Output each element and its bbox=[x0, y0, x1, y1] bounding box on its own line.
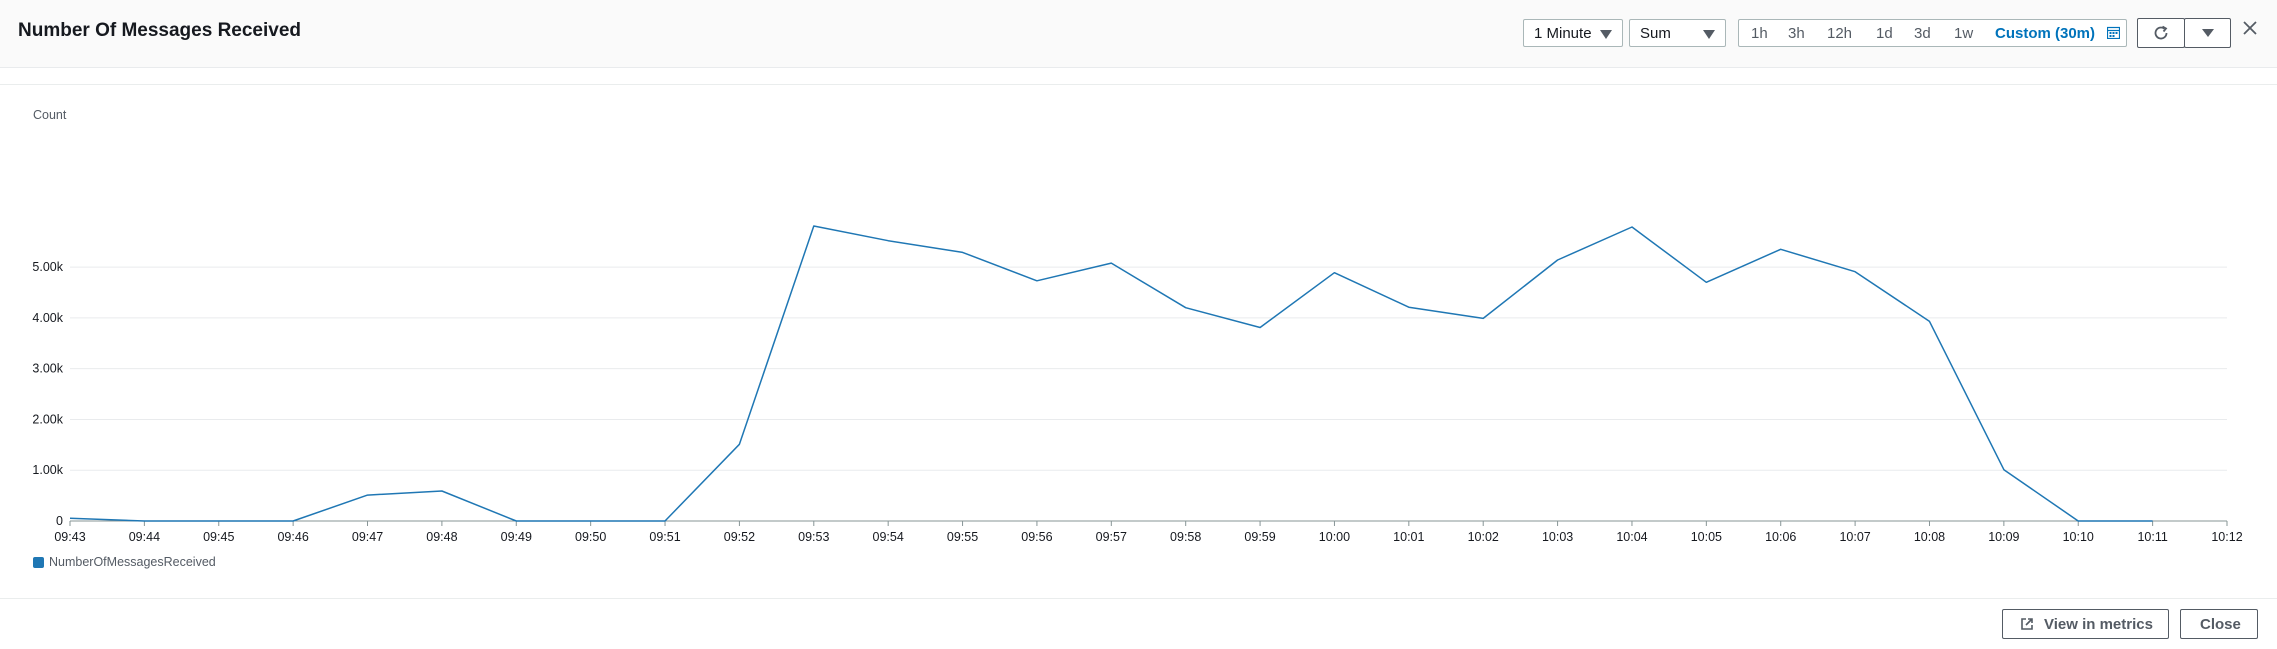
y-axis-label: Count bbox=[33, 108, 67, 122]
data-point[interactable] bbox=[2147, 515, 2159, 527]
data-point[interactable] bbox=[733, 438, 745, 450]
x-tick-label: 09:48 bbox=[426, 530, 457, 544]
x-tick-label: 09:49 bbox=[501, 530, 532, 544]
x-tick-label: 09:44 bbox=[129, 530, 160, 544]
view-in-metrics-label: View in metrics bbox=[2044, 616, 2153, 633]
data-point[interactable] bbox=[957, 246, 969, 258]
x-tick-label: 10:07 bbox=[1839, 530, 1870, 544]
x-tick-label: 10:10 bbox=[2063, 530, 2094, 544]
x-tick-label: 10:03 bbox=[1542, 530, 1573, 544]
x-tick-label: 10:05 bbox=[1691, 530, 1722, 544]
x-tick-label: 09:47 bbox=[352, 530, 383, 544]
x-tick-label: 10:09 bbox=[1988, 530, 2019, 544]
data-point[interactable] bbox=[1254, 322, 1266, 334]
legend-label[interactable]: NumberOfMessagesReceived bbox=[49, 555, 216, 569]
x-tick-label: 10:12 bbox=[2211, 530, 2242, 544]
x-tick-label: 09:57 bbox=[1096, 530, 1127, 544]
data-point[interactable] bbox=[213, 515, 225, 527]
data-point[interactable] bbox=[138, 515, 150, 527]
y-tick-label: 2.00k bbox=[32, 412, 63, 426]
data-point[interactable] bbox=[808, 220, 820, 232]
data-point[interactable] bbox=[1180, 302, 1192, 314]
x-tick-label: 09:45 bbox=[203, 530, 234, 544]
data-point[interactable] bbox=[659, 515, 671, 527]
series-line[interactable] bbox=[69, 225, 2153, 522]
refresh-options-button[interactable] bbox=[2184, 18, 2231, 48]
x-tick-label: 10:08 bbox=[1914, 530, 1945, 544]
x-tick-label: 09:59 bbox=[1244, 530, 1275, 544]
x-tick-label: 09:50 bbox=[575, 530, 606, 544]
data-point[interactable] bbox=[1477, 312, 1489, 324]
legend-swatch bbox=[33, 557, 44, 568]
x-tick-label: 09:43 bbox=[54, 530, 85, 544]
data-point[interactable] bbox=[1105, 257, 1117, 269]
refresh-button[interactable] bbox=[2137, 18, 2185, 48]
x-tick-label: 10:00 bbox=[1319, 530, 1350, 544]
refresh-icon bbox=[2154, 25, 2168, 40]
data-point[interactable] bbox=[1626, 221, 1638, 233]
data-point[interactable] bbox=[1031, 275, 1043, 287]
range-1d[interactable]: 1d bbox=[1876, 25, 1893, 42]
period-select-value: 1 Minute bbox=[1534, 25, 1592, 42]
x-tick-label: 10:04 bbox=[1616, 530, 1647, 544]
close-icon[interactable] bbox=[2240, 18, 2260, 38]
data-point[interactable] bbox=[585, 515, 597, 527]
y-tick-label: 3.00k bbox=[32, 362, 63, 376]
x-tick-label: 09:52 bbox=[724, 530, 755, 544]
statistic-select-value: Sum bbox=[1640, 25, 1671, 42]
range-12h[interactable]: 12h bbox=[1827, 25, 1853, 42]
data-point[interactable] bbox=[436, 485, 448, 497]
close-button-label: Close bbox=[2200, 616, 2241, 633]
range-custom[interactable]: Custom (30m) bbox=[1995, 25, 2096, 42]
x-tick-label: 09:56 bbox=[1021, 530, 1052, 544]
calendar-icon[interactable] bbox=[2107, 26, 2120, 39]
x-tick-label: 10:06 bbox=[1765, 530, 1796, 544]
y-tick-label: 5.00k bbox=[32, 260, 63, 274]
range-3d[interactable]: 3d bbox=[1914, 25, 1931, 42]
x-tick-label: 09:58 bbox=[1170, 530, 1201, 544]
y-tick-label: 0 bbox=[56, 514, 63, 528]
data-point[interactable] bbox=[1998, 464, 2010, 476]
y-tick-label: 1.00k bbox=[32, 463, 63, 477]
statistic-select[interactable]: Sum bbox=[1629, 19, 1726, 47]
range-3h[interactable]: 3h bbox=[1788, 25, 1805, 42]
data-point[interactable] bbox=[1328, 267, 1340, 279]
divider bbox=[0, 84, 2277, 85]
time-range-selector: 1h 3h 12h 1d 3d 1w Custom (30m) bbox=[1738, 19, 2127, 47]
external-link-icon bbox=[2021, 618, 2033, 630]
x-tick-label: 09:55 bbox=[947, 530, 978, 544]
data-point[interactable] bbox=[1923, 315, 1935, 327]
range-1h[interactable]: 1h bbox=[1751, 25, 1768, 42]
range-1w[interactable]: 1w bbox=[1954, 25, 1974, 42]
data-point[interactable] bbox=[2072, 515, 2084, 527]
page-title: Number Of Messages Received bbox=[18, 20, 302, 41]
x-tick-label: 10:01 bbox=[1393, 530, 1424, 544]
y-tick-label: 4.00k bbox=[32, 311, 63, 325]
chevron-down-icon bbox=[1703, 30, 1715, 39]
header: Number Of Messages Received 1 Minute Sum… bbox=[0, 0, 2277, 68]
x-tick-label: 09:53 bbox=[798, 530, 829, 544]
data-point[interactable] bbox=[1403, 301, 1415, 313]
x-tick-label: 09:46 bbox=[277, 530, 308, 544]
period-select[interactable]: 1 Minute bbox=[1523, 19, 1623, 47]
data-point[interactable] bbox=[362, 489, 374, 501]
x-tick-label: 09:51 bbox=[649, 530, 680, 544]
chevron-down-icon bbox=[1600, 30, 1612, 39]
data-point[interactable] bbox=[1775, 243, 1787, 255]
close-button[interactable]: Close bbox=[2180, 609, 2258, 639]
data-point[interactable] bbox=[1849, 266, 1861, 278]
x-tick-label: 09:54 bbox=[873, 530, 904, 544]
data-point[interactable] bbox=[287, 515, 299, 527]
view-in-metrics-button[interactable]: View in metrics bbox=[2002, 609, 2169, 639]
data-point[interactable] bbox=[882, 235, 894, 247]
x-tick-label: 10:11 bbox=[2137, 530, 2167, 544]
line-chart: Count 0 1.00k 2.00k 3.00k 4.00k 5.00k 09:43 09:… bbox=[32, 108, 2242, 544]
caret-down-icon bbox=[2202, 29, 2214, 37]
data-point[interactable] bbox=[64, 512, 76, 524]
x-tick-label: 10:02 bbox=[1468, 530, 1499, 544]
data-point[interactable] bbox=[510, 515, 522, 527]
footer-divider bbox=[0, 598, 2277, 599]
data-point[interactable] bbox=[1700, 276, 1712, 288]
data-point[interactable] bbox=[1552, 254, 1564, 266]
